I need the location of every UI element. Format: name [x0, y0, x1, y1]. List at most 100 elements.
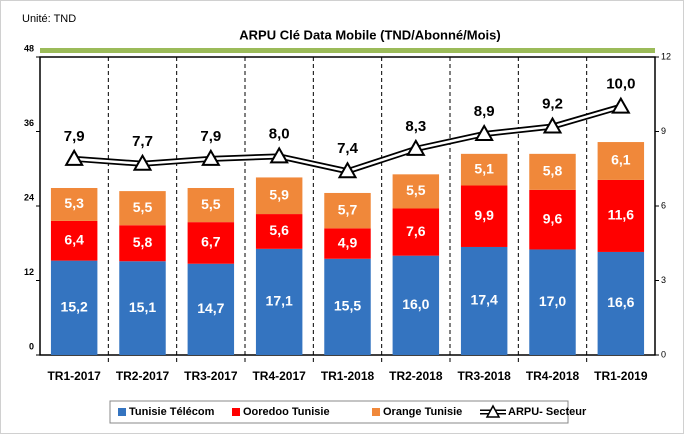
legend-swatch [118, 408, 126, 416]
bar-segment [460, 246, 508, 355]
bar-value-label: 4,9 [338, 234, 358, 250]
bar-value-label: 9,9 [474, 207, 494, 223]
bar-segment [50, 187, 98, 221]
bar-value-label: 5,5 [406, 182, 426, 198]
bar-segment [255, 248, 303, 355]
bar-value-label: 5,1 [474, 160, 494, 176]
chart-title: ARPU Clé Data Mobile (TND/Abonné/Mois) [239, 27, 500, 42]
bar-segment [392, 174, 440, 209]
bar-segment [597, 142, 645, 180]
bar-value-label: 5,5 [133, 199, 153, 215]
line-value-label: 7,9 [64, 128, 85, 145]
line-value-label: 7,7 [132, 133, 153, 150]
x-tick-label: TR3-2017 [184, 369, 238, 383]
y2-tick-label: 0 [661, 349, 666, 359]
bar-value-label: 5,6 [269, 222, 289, 238]
legend-label: ARPU- Secteur [508, 406, 587, 418]
y2-tick-label: 12 [661, 51, 671, 61]
bar-value-label: 5,3 [64, 195, 84, 211]
bar-value-label: 5,7 [338, 201, 358, 217]
bar-segment [529, 249, 576, 355]
x-tick-label: TR4-2017 [252, 369, 306, 383]
bar-value-label: 17,4 [471, 292, 498, 308]
x-tick-label: TR2-2018 [389, 369, 443, 383]
bar-segment [324, 258, 371, 355]
bar-segment [392, 208, 440, 256]
bar-segment [255, 177, 303, 215]
bar-value-label: 17,1 [266, 293, 293, 309]
x-tick-label: TR3-2018 [457, 369, 511, 383]
bar-segment [50, 260, 98, 355]
y2-tick-label: 6 [661, 200, 666, 210]
line-value-label: 8,0 [269, 125, 290, 142]
legend-box [109, 400, 569, 424]
bar-segment [529, 153, 576, 190]
y2-tick-label: 9 [661, 126, 666, 136]
y-tick-label: 0 [29, 341, 34, 351]
bar-segment [119, 261, 166, 355]
bar-value-label: 16,6 [607, 294, 634, 310]
bar-segment [255, 214, 303, 249]
line-value-label: 10,0 [606, 76, 635, 93]
unit-label: Unité: TND [22, 13, 76, 25]
line-value-label: 7,4 [337, 140, 359, 157]
bar-segment [324, 228, 371, 259]
x-tick-label: TR1-2019 [594, 369, 648, 383]
bar-segment [460, 185, 508, 247]
legend-swatch [372, 408, 380, 416]
bar-segment [187, 222, 235, 264]
bar-value-label: 5,8 [133, 234, 153, 250]
bar-segment [460, 153, 508, 186]
bar-segment [187, 263, 235, 355]
line-value-label: 9,2 [542, 96, 563, 113]
bar-value-label: 15,5 [334, 298, 361, 314]
bar-value-label: 5,8 [543, 163, 563, 179]
bar-value-label: 15,1 [129, 299, 156, 315]
line-marker [406, 138, 426, 156]
line-marker [474, 123, 494, 141]
line-value-label: 8,9 [474, 103, 495, 120]
title-underline [40, 48, 655, 53]
bar-value-label: 5,9 [269, 186, 289, 202]
legend-swatch [232, 408, 240, 416]
bar-value-label: 14,7 [197, 300, 224, 316]
line-marker [269, 146, 289, 164]
bar-value-label: 11,6 [608, 207, 635, 223]
y-tick-label: 12 [24, 267, 34, 277]
legend-label: Ooredoo Tunisie [243, 406, 330, 418]
line-marker [542, 116, 563, 134]
y2-tick-label: 3 [661, 275, 666, 285]
bar-value-label: 17,0 [539, 293, 566, 309]
line-marker [201, 148, 221, 166]
bar-value-label: 16,0 [402, 296, 429, 312]
bar-segment [529, 189, 576, 250]
bar-segment [392, 255, 440, 355]
bar-value-label: 7,6 [406, 223, 426, 239]
x-tick-label: TR1-2018 [321, 369, 375, 383]
bar-segment [119, 225, 166, 262]
bar-segment [187, 187, 235, 223]
x-tick-label: TR2-2017 [116, 369, 170, 383]
legend-marker [485, 404, 501, 418]
bar-value-label: 5,5 [201, 196, 221, 212]
bar-value-label: 15,2 [61, 299, 88, 315]
y-tick-label: 36 [24, 118, 34, 128]
bar-value-label: 9,6 [543, 210, 563, 226]
bar-segment [119, 191, 166, 226]
bar-segment [324, 192, 371, 229]
line-marker [337, 161, 358, 179]
x-tick-label: TR1-2017 [47, 369, 101, 383]
line-marker [132, 153, 153, 171]
line-marker [611, 96, 631, 114]
x-tick-label: TR4-2018 [526, 369, 580, 383]
line-value-label: 8,3 [405, 118, 426, 135]
legend-label: Tunisie Télécom [129, 406, 215, 418]
bar-segment [597, 251, 645, 355]
bar-segment [597, 179, 645, 252]
line-value-label: 7,9 [200, 128, 221, 145]
bar-value-label: 6,4 [64, 231, 84, 247]
bar-segment [50, 220, 98, 261]
y-tick-label: 24 [24, 192, 34, 202]
bar-value-label: 6,1 [611, 152, 631, 168]
